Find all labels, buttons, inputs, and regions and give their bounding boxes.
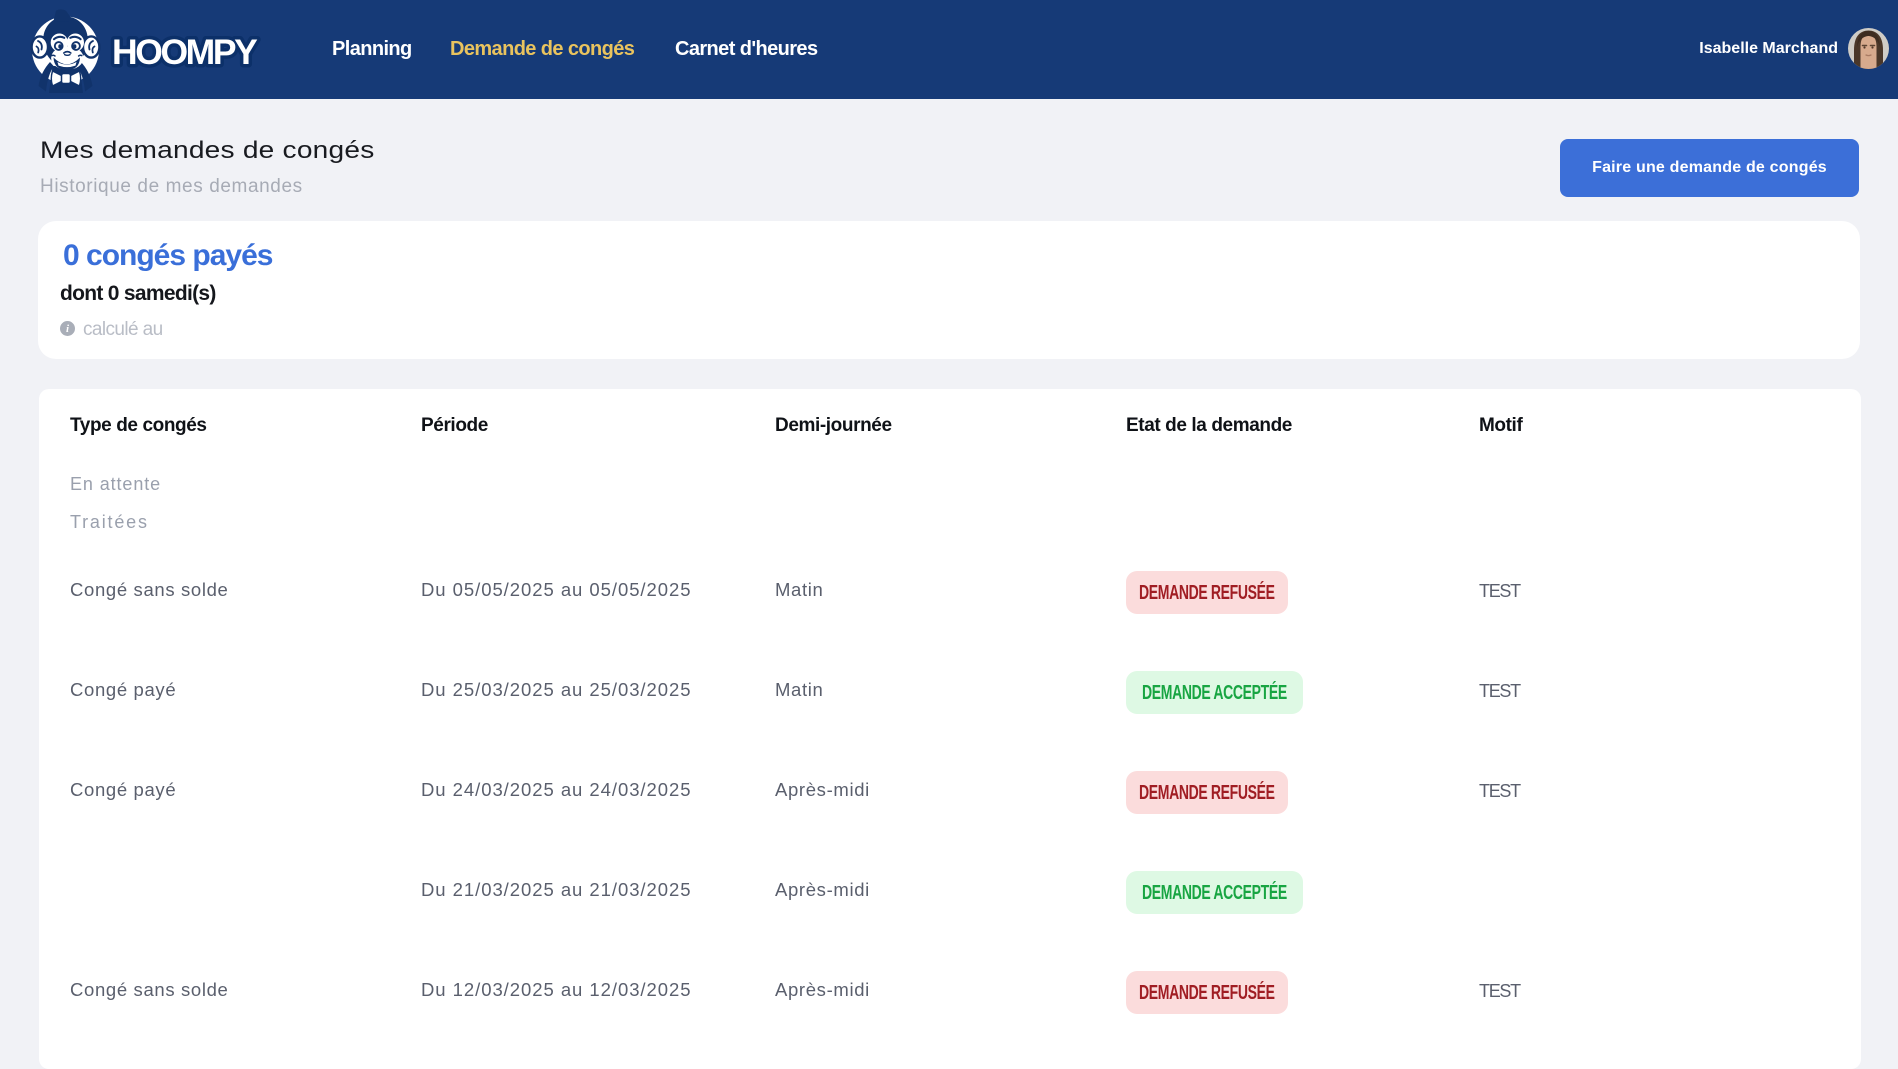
svg-text:HOOMPY: HOOMPY xyxy=(112,32,258,72)
